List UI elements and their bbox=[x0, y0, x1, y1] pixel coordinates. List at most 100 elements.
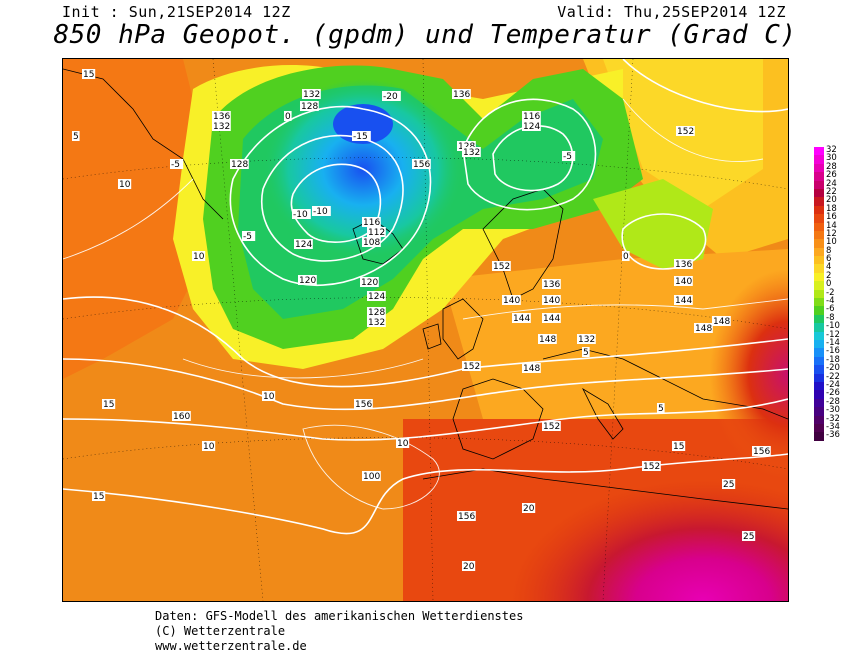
legend-label: -18 bbox=[826, 354, 840, 365]
legend-entry: 30 bbox=[812, 153, 850, 164]
svg-text:156: 156 bbox=[753, 447, 770, 457]
legend-label: 10 bbox=[826, 237, 837, 248]
temperature-label: -5 bbox=[562, 151, 576, 162]
legend-entry: -20 bbox=[812, 364, 850, 374]
legend-label: -14 bbox=[826, 337, 840, 348]
legend-label: 16 bbox=[826, 212, 837, 223]
legend-label: -2 bbox=[826, 287, 835, 298]
svg-text:160: 160 bbox=[173, 412, 190, 422]
geopotential-label: 144 bbox=[674, 295, 693, 306]
legend-entry: -24 bbox=[812, 380, 850, 391]
geopotential-label: 156 bbox=[752, 446, 771, 457]
legend-swatch bbox=[814, 323, 824, 332]
temperature-label: 5 bbox=[582, 347, 590, 358]
legend-label: 24 bbox=[826, 178, 837, 189]
svg-text:100: 100 bbox=[363, 472, 380, 482]
valid-time: Valid: Thu,25SEP2014 12Z bbox=[557, 3, 786, 21]
svg-text:152: 152 bbox=[543, 422, 560, 432]
legend-entry: 28 bbox=[812, 162, 850, 173]
temperature-label: -10 bbox=[292, 209, 311, 220]
geopotential-label: 148 bbox=[538, 334, 557, 345]
legend-entry: -26 bbox=[812, 389, 850, 399]
footer-copyright: (C) Wetterzentrale bbox=[155, 624, 286, 638]
legend-entry: 4 bbox=[812, 263, 850, 273]
legend-entry: -34 bbox=[812, 422, 850, 433]
temperature-label: 25 bbox=[742, 531, 756, 542]
init-time: Init : Sun,21SEP2014 12Z bbox=[62, 3, 291, 21]
svg-text:128: 128 bbox=[231, 160, 248, 170]
legend-label: 14 bbox=[826, 220, 837, 231]
geopotential-label: 140 bbox=[542, 295, 561, 306]
svg-text:-20: -20 bbox=[383, 92, 398, 102]
legend-swatch bbox=[814, 147, 824, 156]
geopotential-label: 128 bbox=[230, 159, 249, 170]
temperature-label: 15 bbox=[102, 399, 116, 410]
svg-text:128: 128 bbox=[301, 102, 318, 112]
legend-label: 26 bbox=[826, 170, 837, 181]
legend-swatch bbox=[814, 407, 824, 416]
legend-swatch bbox=[814, 390, 824, 399]
legend-swatch bbox=[814, 314, 824, 324]
temperature-label: 10 bbox=[396, 438, 410, 449]
temperature-label: 10 bbox=[118, 179, 132, 190]
legend-entry: -2 bbox=[812, 287, 850, 299]
legend-label: -4 bbox=[826, 296, 835, 307]
svg-text:15: 15 bbox=[103, 400, 114, 410]
geopotential-label: 152 bbox=[492, 261, 511, 272]
legend-label: 22 bbox=[826, 186, 837, 197]
temperature-label: -20 bbox=[382, 91, 401, 102]
legend-entry: 8 bbox=[812, 245, 850, 257]
legend-label: -22 bbox=[826, 371, 840, 382]
temperature-label: 20 bbox=[462, 561, 476, 572]
temperature-label: 5 bbox=[657, 403, 665, 414]
chart-title: 850 hPa Geopot. (gpdm) und Temperatur (G… bbox=[53, 20, 797, 50]
legend-label: 30 bbox=[826, 153, 837, 164]
temperature-label-layer: 15 10 5 0 -5 -10 -15 -20 10 15 20 25 15 10 5 0 -5 -10 -5 10… bbox=[72, 69, 756, 572]
svg-text:148: 148 bbox=[713, 317, 730, 327]
svg-text:116: 116 bbox=[523, 112, 540, 122]
geopotential-label: 140 bbox=[674, 276, 693, 287]
legend-swatch bbox=[814, 239, 824, 248]
svg-text:152: 152 bbox=[643, 462, 660, 472]
svg-text:15: 15 bbox=[93, 492, 104, 502]
legend-label: 8 bbox=[826, 245, 832, 256]
coast-africa bbox=[422, 468, 788, 510]
geopotential-label: 108 bbox=[362, 237, 381, 248]
geopotential-label: 156 bbox=[412, 159, 431, 170]
svg-text:148: 148 bbox=[523, 364, 540, 374]
svg-text:10: 10 bbox=[263, 392, 275, 402]
weather-map: 136 132 128 124 120 116 112 108 132 128 120 124 128 1… bbox=[62, 58, 789, 602]
legend-swatch bbox=[814, 214, 824, 223]
svg-text:10: 10 bbox=[119, 180, 131, 190]
coast-italy bbox=[582, 387, 624, 440]
legend-swatch bbox=[814, 272, 824, 282]
legend-entry: -32 bbox=[812, 414, 850, 424]
legend-entry: 16 bbox=[812, 212, 850, 223]
legend-entry: 20 bbox=[812, 196, 850, 206]
geopotential-label: 144 bbox=[542, 313, 561, 324]
svg-text:144: 144 bbox=[675, 296, 692, 306]
geopotential-label: 156 bbox=[457, 511, 476, 522]
legend-swatch bbox=[814, 163, 824, 173]
temperature-label: 10 bbox=[202, 441, 216, 452]
temperature-label: 5 bbox=[72, 131, 80, 142]
legend-label: 6 bbox=[826, 254, 832, 265]
svg-text:116: 116 bbox=[363, 218, 380, 228]
svg-text:152: 152 bbox=[463, 362, 480, 372]
legend-swatch bbox=[814, 373, 824, 382]
svg-text:120: 120 bbox=[299, 276, 316, 286]
svg-text:132: 132 bbox=[213, 122, 230, 132]
legend-label: 32 bbox=[826, 145, 837, 155]
legend-swatch bbox=[814, 247, 824, 257]
geopotential-label: 156 bbox=[354, 399, 373, 410]
svg-text:25: 25 bbox=[723, 480, 734, 490]
legend-entry: -36 bbox=[812, 431, 850, 441]
svg-text:20: 20 bbox=[463, 562, 475, 572]
legend-entry: -22 bbox=[812, 371, 850, 382]
footer-website: www.wetterzentrale.de bbox=[155, 639, 307, 653]
legend-swatch bbox=[814, 264, 824, 273]
temperature-label: 10 bbox=[262, 391, 276, 402]
legend-entry: -14 bbox=[812, 337, 850, 349]
geopotential-label: 132 bbox=[462, 147, 481, 158]
geopotential-label: 152 bbox=[676, 126, 695, 137]
